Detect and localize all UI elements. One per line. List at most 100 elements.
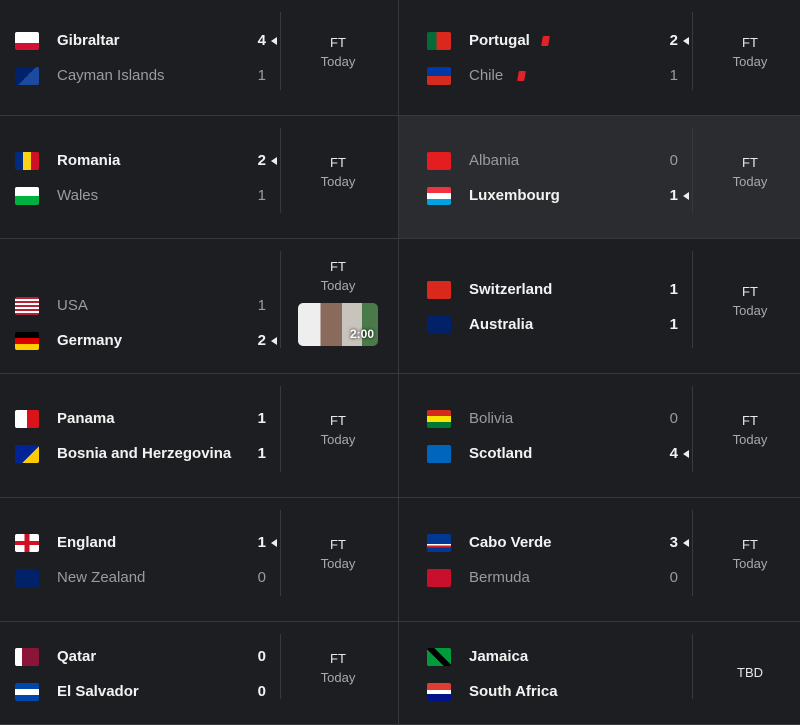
match-time: Today <box>732 302 768 318</box>
team-flag <box>15 445 39 463</box>
match-card[interactable]: Portugal 2 Chile 1 FT Today <box>399 0 800 116</box>
column-divider <box>398 0 399 725</box>
separator <box>280 128 281 213</box>
team-flag <box>15 32 39 50</box>
team-name: Qatar <box>57 647 97 665</box>
team-flag <box>15 296 39 315</box>
team-score: 4 <box>257 32 266 49</box>
team-score: 3 <box>669 534 678 551</box>
team-flag <box>15 186 39 205</box>
match-time: Today <box>320 54 356 69</box>
match-status: FT <box>330 413 346 428</box>
team-name: Cabo Verde <box>469 534 552 551</box>
team-name: England <box>57 534 117 551</box>
team-score: 0 <box>669 569 678 586</box>
team-name: Gibraltar <box>57 32 120 49</box>
match-status: FT <box>330 35 346 50</box>
match-time: Today <box>320 278 356 293</box>
match-card[interactable]: Albania 0 Luxembourg 1 FT Today <box>399 116 800 239</box>
team-score: 0 <box>257 682 266 700</box>
team-score: 0 <box>669 151 678 169</box>
team-flag <box>15 151 39 170</box>
match-card[interactable]: Panama 1 Bosnia and Herzegovina 1 FT Today <box>0 374 398 498</box>
match-card[interactable]: Bolivia 0 Scotland 4 FT Today <box>399 374 800 498</box>
match-status: FT <box>330 259 346 274</box>
team-score: 1 <box>257 534 266 551</box>
winner-indicator <box>683 539 689 547</box>
separator <box>692 251 693 348</box>
match-time: Today <box>320 669 356 685</box>
team-name: Australia <box>469 315 534 333</box>
team-score: 1 <box>257 296 266 314</box>
team-flag <box>15 331 39 350</box>
separator <box>280 12 281 90</box>
team-score: 4 <box>669 445 678 462</box>
team-score: 0 <box>669 410 678 427</box>
team-score: 1 <box>257 410 266 427</box>
separator <box>280 251 281 348</box>
match-status: TBD <box>737 664 763 680</box>
separator <box>280 634 281 699</box>
winner-indicator <box>683 450 689 458</box>
separator <box>692 12 693 90</box>
match-card[interactable]: Cabo Verde 3 Bermuda 0 FT Today <box>399 498 800 622</box>
video-duration: 2:00 <box>349 327 374 341</box>
separator <box>692 128 693 213</box>
match-card[interactable]: USA 1 Germany 2 FT Today 2:00 <box>0 239 398 374</box>
winner-indicator <box>271 336 277 345</box>
team-flag <box>427 410 451 428</box>
match-time: Today <box>732 556 768 571</box>
team-score: 2 <box>257 151 266 169</box>
team-flag <box>427 32 451 50</box>
separator <box>280 386 281 472</box>
team-name: El Salvador <box>57 682 139 700</box>
match-time: Today <box>320 173 356 189</box>
match-time: Today <box>732 173 768 189</box>
team-flag <box>427 647 451 666</box>
team-name: Luxembourg <box>469 186 560 204</box>
match-status: FT <box>742 283 758 299</box>
team-score: 2 <box>257 331 266 349</box>
match-card[interactable]: England 1 New Zealand 0 FT Today <box>0 498 398 622</box>
team-name: South Africa <box>469 682 558 700</box>
match-status: FT <box>330 650 346 666</box>
team-flag <box>15 534 39 552</box>
team-score: 0 <box>257 569 266 586</box>
team-name: New Zealand <box>57 569 146 586</box>
match-status: FT <box>330 537 346 552</box>
winner-indicator <box>683 37 689 45</box>
match-card[interactable]: Jamaica South Africa TBD <box>399 622 800 725</box>
match-card[interactable]: Switzerland 1 Australia 1 FT Today <box>399 239 800 374</box>
team-flag <box>15 647 39 666</box>
team-score: 1 <box>669 315 678 333</box>
winner-indicator <box>683 191 689 200</box>
separator <box>692 386 693 472</box>
team-name: Germany <box>57 331 123 349</box>
team-flag <box>427 67 451 85</box>
team-name: Scotland <box>469 445 533 462</box>
team-flag <box>427 315 451 334</box>
team-name: Bermuda <box>469 569 530 586</box>
team-flag <box>427 151 451 170</box>
team-flag <box>15 682 39 701</box>
team-name: Bolivia <box>469 410 514 427</box>
match-card[interactable]: Romania 2 Wales 1 FT Today <box>0 116 398 239</box>
team-name: Chile <box>469 67 504 84</box>
team-score: 1 <box>257 445 266 462</box>
team-name: Bosnia and Herzegovina <box>57 445 232 462</box>
team-name: Cayman Islands <box>57 67 165 84</box>
team-flag <box>427 569 451 587</box>
team-flag <box>427 186 451 205</box>
team-name: Jamaica <box>469 647 529 665</box>
match-status: FT <box>330 154 346 170</box>
red-card-icon <box>541 36 551 46</box>
match-status: FT <box>742 537 758 552</box>
match-card[interactable]: Gibraltar 4 Cayman Islands 1 FT Today <box>0 0 398 116</box>
separator <box>692 634 693 699</box>
match-card[interactable]: Qatar 0 El Salvador 0 FT Today <box>0 622 398 725</box>
team-score: 1 <box>257 186 266 204</box>
team-score: 2 <box>669 32 678 49</box>
highlight-video[interactable]: 2:00 <box>298 303 378 346</box>
match-status: FT <box>742 154 758 170</box>
